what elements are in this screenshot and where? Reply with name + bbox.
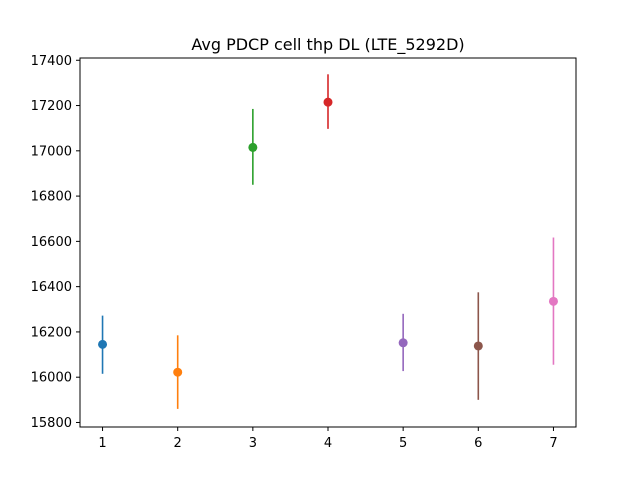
x-tick-label-1: 1 — [98, 436, 106, 451]
x-tick-label-4: 4 — [324, 436, 332, 451]
data-point-5 — [398, 338, 408, 348]
y-tick-label-17400: 17400 — [31, 54, 72, 69]
data-point-1 — [98, 339, 108, 349]
x-tick-label-7: 7 — [549, 436, 557, 451]
y-tick-label-16000: 16000 — [31, 371, 72, 386]
x-tick-label-5: 5 — [399, 436, 407, 451]
chart-title: Avg PDCP cell thp DL (LTE_5292D) — [191, 35, 464, 55]
x-tick-label-3: 3 — [249, 436, 257, 451]
y-tick-label-15800: 15800 — [31, 416, 72, 431]
y-axis: 15800 16000 16200 16400 16600 16800 17000 17200… — [31, 54, 80, 431]
y-tick-label-16600: 16600 — [31, 235, 72, 250]
data-point-7 — [548, 296, 558, 306]
x-tick-label-2: 2 — [174, 436, 182, 451]
data-point-3 — [248, 142, 258, 152]
data-point-4 — [323, 97, 333, 107]
data-point-6 — [473, 341, 483, 351]
y-tick-label-16200: 16200 — [31, 325, 72, 340]
x-axis: 1 2 3 4 5 6 7 — [98, 427, 558, 451]
y-tick-label-16400: 16400 — [31, 280, 72, 295]
y-tick-label-17200: 17200 — [31, 99, 72, 114]
x-tick-label-6: 6 — [474, 436, 482, 451]
y-tick-label-17000: 17000 — [31, 144, 72, 159]
chart-marks — [98, 74, 558, 409]
y-tick-label-16800: 16800 — [31, 190, 72, 205]
data-point-2 — [173, 367, 183, 377]
